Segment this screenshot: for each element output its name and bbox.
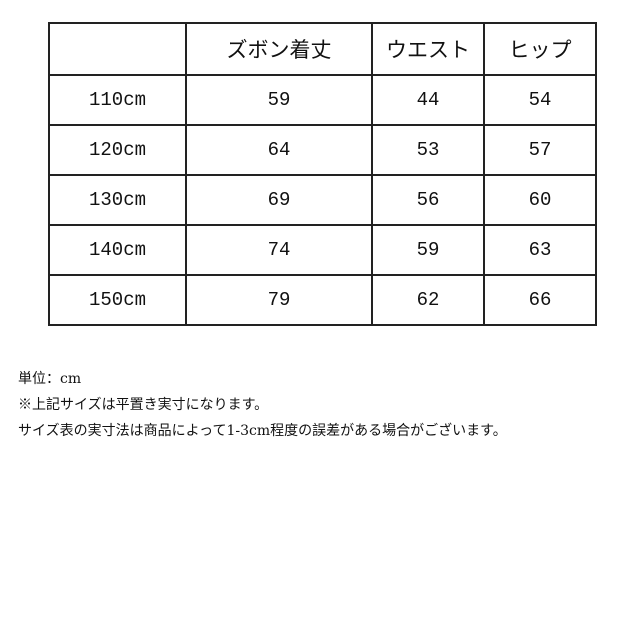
header-cell-waist: ウエスト [371, 22, 485, 76]
hip-cell: 63 [483, 224, 597, 276]
waist-cell: 56 [371, 174, 485, 226]
waist-cell: 62 [371, 274, 485, 326]
unit-note: 単位：cm [18, 371, 82, 387]
header-cell-empty [48, 22, 187, 76]
size-table: ズボン着丈 ウエスト ヒップ 110cm 59 44 54 120cm 64 5… [48, 22, 597, 326]
pants-length-cell: 79 [185, 274, 373, 326]
notes: 単位：cm ※上記サイズは平置き実寸になります。 サイズ表の実寸法は商品によって… [18, 366, 507, 444]
pants-length-cell: 69 [185, 174, 373, 226]
size-cell: 120cm [48, 124, 187, 176]
pants-length-cell: 64 [185, 124, 373, 176]
waist-cell: 59 [371, 224, 485, 276]
waist-cell: 44 [371, 74, 485, 126]
size-cell: 130cm [48, 174, 187, 226]
tolerance-note: サイズ表の実寸法は商品によって1-3cm程度の誤差がある場合がございます。 [18, 423, 507, 439]
header-cell-pants-length: ズボン着丈 [185, 22, 373, 76]
size-cell: 140cm [48, 224, 187, 276]
flat-measure-note: ※上記サイズは平置き実寸になります。 [18, 397, 269, 413]
hip-cell: 60 [483, 174, 597, 226]
hip-cell: 57 [483, 124, 597, 176]
table-row: 140cm 74 59 63 [48, 224, 597, 276]
header-cell-hip: ヒップ [483, 22, 597, 76]
table-row: 110cm 59 44 54 [48, 74, 597, 126]
pants-length-cell: 59 [185, 74, 373, 126]
pants-length-cell: 74 [185, 224, 373, 276]
table-header-row: ズボン着丈 ウエスト ヒップ [48, 22, 597, 76]
waist-cell: 53 [371, 124, 485, 176]
hip-cell: 66 [483, 274, 597, 326]
table-row: 130cm 69 56 60 [48, 174, 597, 226]
table-row: 150cm 79 62 66 [48, 274, 597, 326]
table-row: 120cm 64 53 57 [48, 124, 597, 176]
hip-cell: 54 [483, 74, 597, 126]
size-cell: 150cm [48, 274, 187, 326]
size-cell: 110cm [48, 74, 187, 126]
